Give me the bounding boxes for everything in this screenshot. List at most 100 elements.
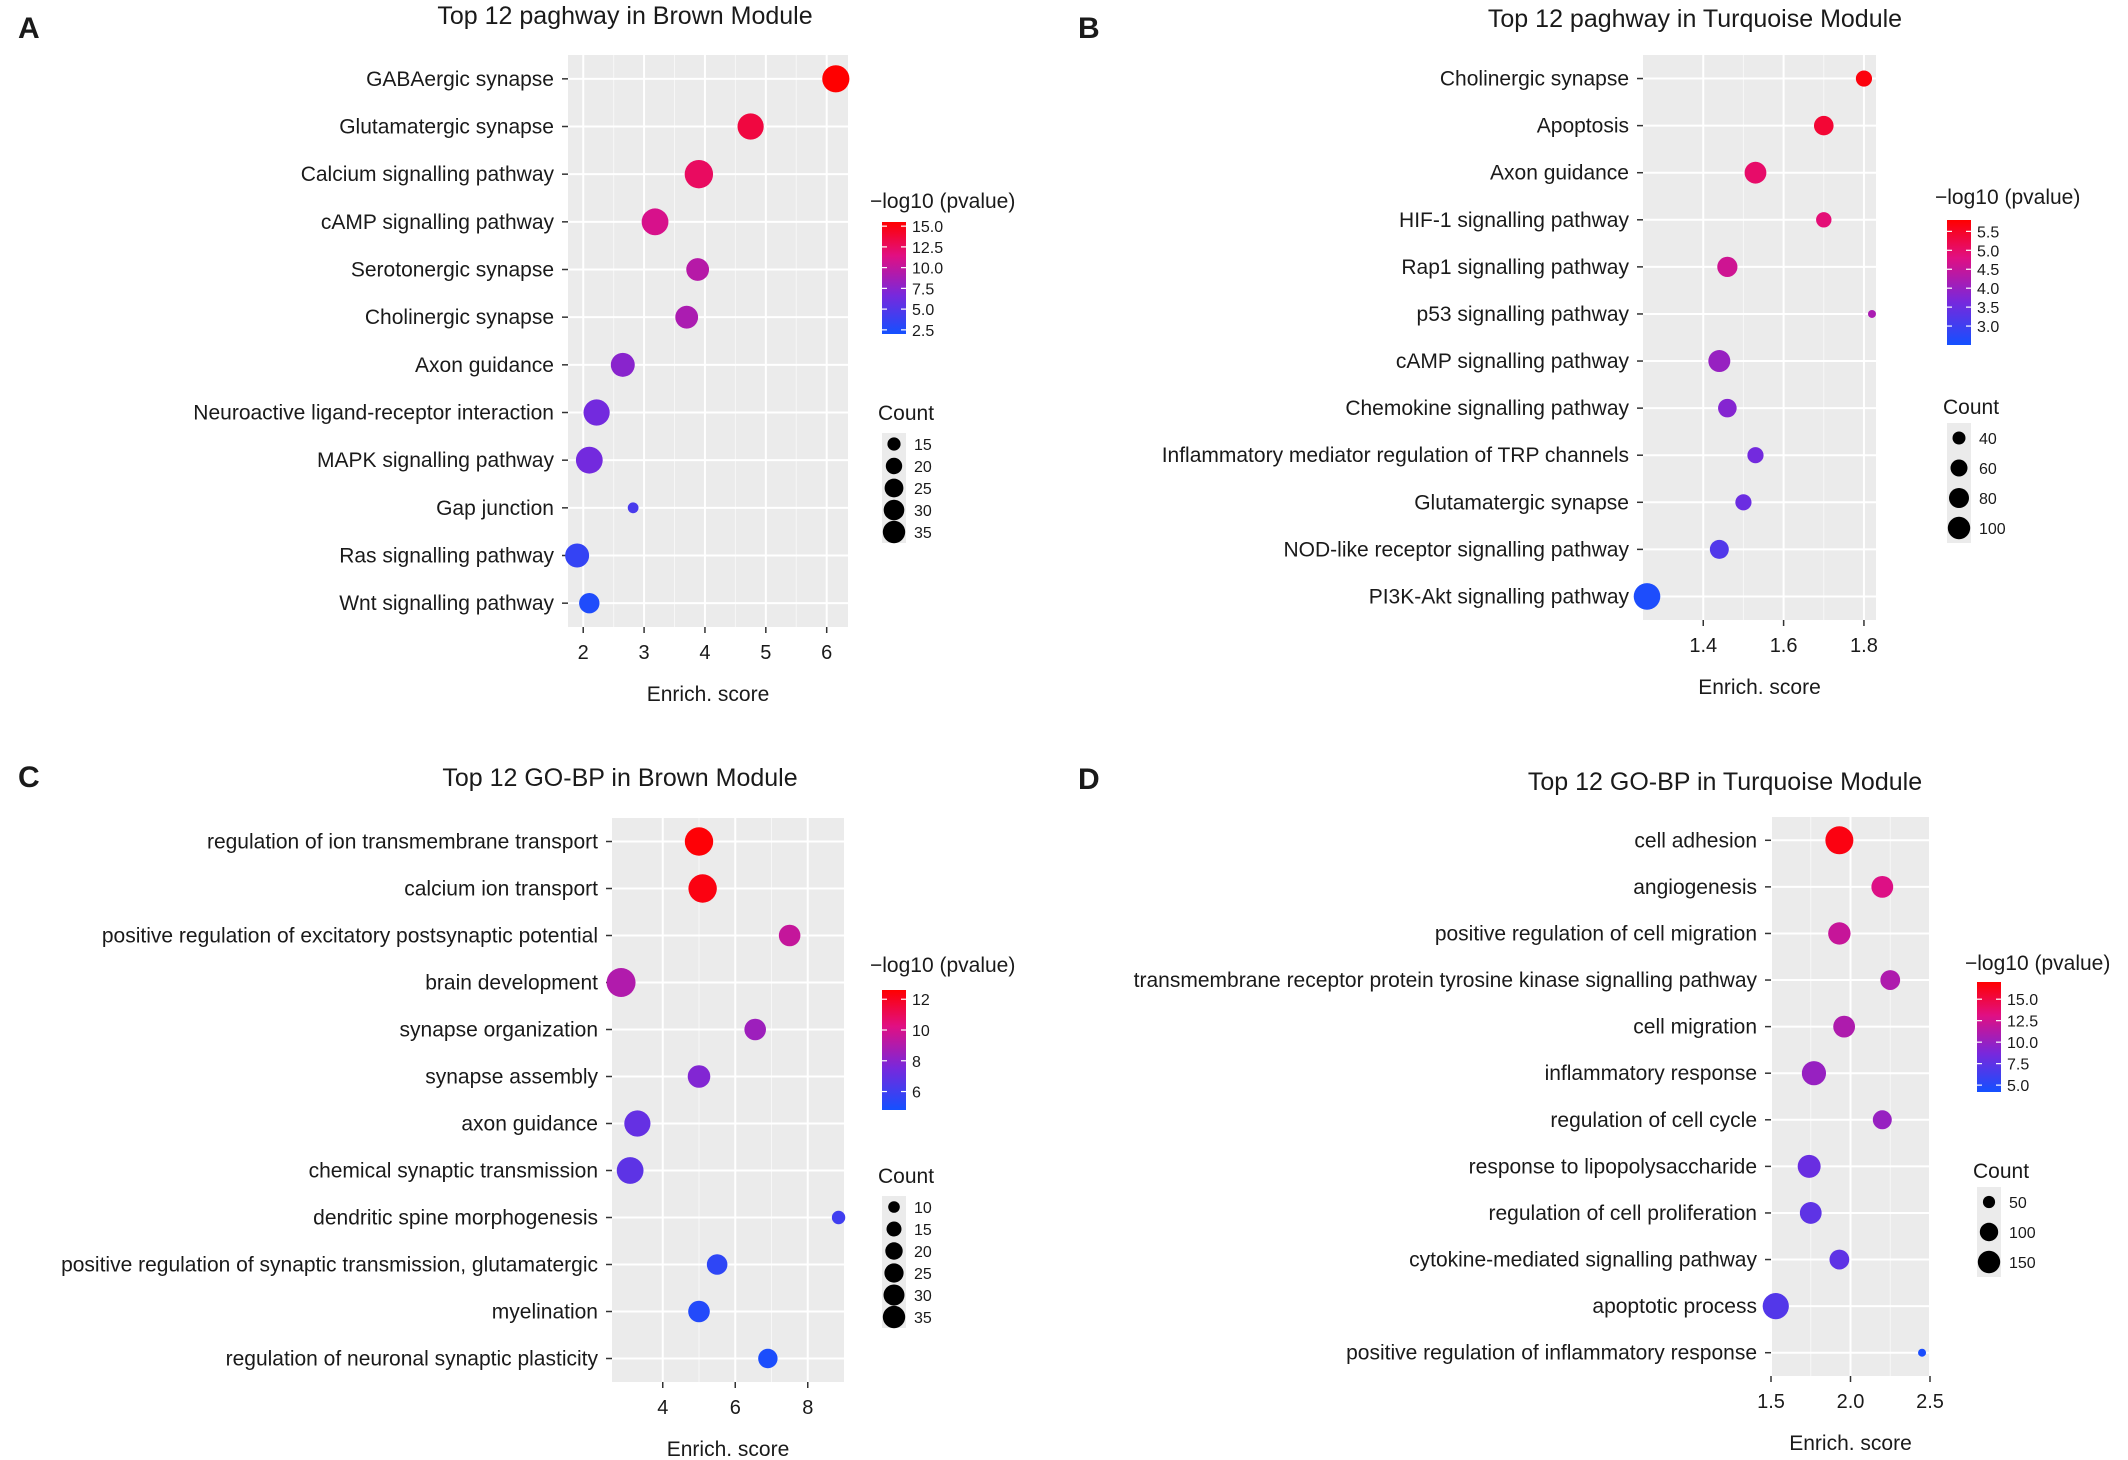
color-legend-label: 8 [912,1054,921,1071]
color-legend-label: 4.5 [1977,262,1999,279]
data-point [610,352,635,377]
data-point [1833,1015,1856,1038]
panel-label: C [18,761,40,794]
size-legend-dot [883,1284,905,1306]
size-legend-dot [883,499,905,521]
panel-b: B Top 12 paghway in Turquoise Module 1.4 1.… [1078,5,2080,699]
data-point [1918,1348,1927,1357]
x-tick-label: 8 [802,1397,813,1419]
category-label: Axon guidance [1490,162,1629,185]
color-legend-label: 4.0 [1977,281,1999,298]
size-legend-label: 25 [914,1266,932,1283]
category-label: Inflammatory mediator regulation of TRP … [1162,444,1629,467]
category-label: synapse assembly [425,1066,598,1089]
x-axis-title: Enrich. score [1789,1432,1912,1455]
size-legend-dot [885,457,903,475]
category-label: GABAergic synapse [366,68,554,91]
x-tick-label: 6 [821,642,832,664]
data-point [1801,1061,1827,1086]
data-point [627,502,639,514]
panel-d: D Top 12 GO-BP in Turquoise Module 1.5 2.0 2… [1078,763,2110,1455]
color-legend-label: 5.0 [2007,1078,2029,1095]
data-point [675,305,699,329]
category-label: cAMP signalling pathway [1396,350,1630,373]
data-point [565,543,590,568]
color-legend-label: 2.5 [912,323,934,340]
size-legend-dot [1952,431,1966,445]
category-label: cell migration [1633,1016,1757,1039]
size-legend-label: 30 [914,503,932,520]
category-label: p53 signalling pathway [1417,303,1630,326]
color-legend-label: 7.5 [912,281,934,298]
data-point [1797,1154,1821,1178]
category-label: Neuroactive ligand-receptor interaction [193,402,554,425]
data-point [1799,1202,1822,1224]
category-label: positive regulation of excitatory postsy… [102,925,598,948]
x-tick-label: 1.8 [1850,635,1878,657]
x-tick-label: 1.5 [1757,1391,1785,1413]
size-legend-label: 20 [914,459,932,476]
size-legend-dot [884,1263,904,1283]
panel-label: A [18,12,40,45]
size-legend-label: 40 [1979,431,1997,448]
data-point [1747,447,1764,464]
color-legend-label: 10 [912,1023,930,1040]
data-point [688,1300,710,1323]
color-legend-label: 10.0 [2007,1035,2038,1052]
color-legend-title: −log10 (pvalue) [1935,186,2080,209]
data-point [1633,583,1661,610]
category-label: Serotonergic synapse [351,259,554,282]
size-legend-dot [885,1242,903,1260]
category-label: Calcium signalling pathway [301,163,555,186]
data-point [1867,309,1876,318]
panel-c: C Top 12 GO-BP in Brown Module 4 6 8 regulati… [18,761,1015,1460]
plot-panel [568,55,848,627]
chart-title: Top 12 paghway in Turquoise Module [1488,5,1902,33]
color-legend-label: 3.5 [1977,300,1999,317]
data-point [687,1065,711,1088]
color-legend-label: 15.0 [2007,992,2038,1009]
plot-panel [612,818,844,1382]
data-point [616,1157,644,1184]
data-point [778,924,801,947]
color-legend-title: −log10 (pvalue) [1965,952,2110,975]
size-legend-dot [882,1305,906,1329]
color-legend-label: 10.0 [912,261,943,278]
size-legend-dot [1977,1250,2001,1274]
data-point [737,113,764,140]
data-point [624,1110,651,1137]
category-label: cell adhesion [1634,829,1757,852]
category-label: Rap1 signalling pathway [1401,256,1629,279]
category-label: Apoptosis [1537,115,1629,138]
size-legend-label: 50 [2009,1195,2027,1212]
data-point [1829,1249,1850,1270]
data-point [744,1018,766,1041]
category-label: NOD-like receptor signalling pathway [1284,538,1630,561]
size-legend-label: 100 [1979,521,2006,538]
size-legend-dot [884,478,904,498]
data-point [1762,1293,1789,1320]
data-point [1813,115,1834,136]
x-axis-title: Enrich. score [667,1438,790,1460]
color-legend-bar [882,990,906,1110]
category-label: Glutamatergic synapse [1414,491,1629,514]
data-point [706,1254,728,1275]
color-legend-title: −log10 (pvalue) [870,954,1015,977]
size-legend-label: 20 [914,1244,932,1261]
size-legend-label: 15 [914,1222,932,1239]
data-point [684,159,714,189]
data-point [831,1210,846,1225]
category-label: inflammatory response [1545,1062,1757,1085]
size-legend-label: 60 [1979,461,1997,478]
x-tick-label: 6 [730,1397,741,1419]
x-tick-label: 1.6 [1770,635,1798,657]
size-legend-dot [888,1201,900,1213]
size-legend-title: Count [1973,1160,2029,1183]
x-tick-label: 5 [760,642,771,664]
color-legend-label: 6 [912,1085,921,1102]
data-point [579,592,600,614]
x-tick-label: 4 [657,1397,668,1419]
size-legend-dot [882,520,906,544]
size-legend-dot [887,437,901,451]
color-legend-label: 12 [912,992,930,1009]
